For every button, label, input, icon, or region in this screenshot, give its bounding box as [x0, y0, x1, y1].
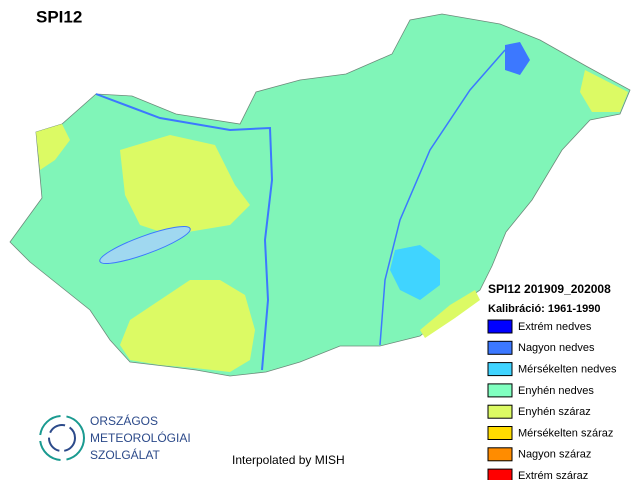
- dry-area: [580, 70, 628, 112]
- legend-label: Mérsékelten nedves: [518, 364, 617, 376]
- legend-label: Enyhén nedves: [518, 385, 594, 397]
- country-shape: [9, 13, 631, 377]
- legend-swatch: [487, 340, 513, 355]
- legend-swatch: [487, 362, 513, 377]
- dry-area: [36, 124, 70, 170]
- logo-mark: [39, 415, 85, 461]
- logo-text: METEOROLÓGIAI: [90, 430, 191, 445]
- legend-swatch: [487, 383, 513, 398]
- legend-label: Extrém száraz: [518, 470, 588, 480]
- legend: SPI12 201909_202008 Kalibráció: 1961-199…: [487, 282, 617, 480]
- legend-label: Nagyon száraz: [518, 449, 591, 461]
- river: [95, 93, 274, 371]
- logo-text: ORSZÁGOS: [90, 413, 158, 428]
- dry-area: [120, 280, 255, 372]
- legend-swatch: [487, 426, 513, 440]
- credit: Interpolated by MISH: [232, 453, 345, 467]
- logo: ORSZÁGOS METEOROLÓGIAI SZOLGÁLAT: [39, 413, 191, 462]
- logo-text: SZOLGÁLAT: [90, 447, 160, 462]
- legend-label: Mérsékelten száraz: [518, 427, 613, 439]
- legend-swatch: [487, 447, 513, 462]
- river: [379, 49, 506, 346]
- dry-area: [120, 135, 250, 235]
- map-title: SPI12: [36, 7, 82, 26]
- legend-label: Nagyon nedves: [518, 342, 595, 354]
- wet-area: [505, 42, 530, 75]
- legend-label: Extrém nedves: [518, 321, 592, 333]
- country-map: [9, 13, 631, 377]
- dry-area: [420, 290, 480, 338]
- legend-swatch: [487, 319, 513, 334]
- legend-subtitle: Kalibráció: 1961-1990: [488, 303, 601, 315]
- legend-title: SPI12 201909_202008: [488, 282, 611, 296]
- legend-swatch: [487, 404, 513, 419]
- wet-area: [390, 245, 440, 300]
- logo-mark: [48, 424, 76, 452]
- lake: [99, 226, 191, 264]
- legend-swatch: [487, 468, 513, 480]
- legend-label: Enyhén száraz: [518, 406, 591, 418]
